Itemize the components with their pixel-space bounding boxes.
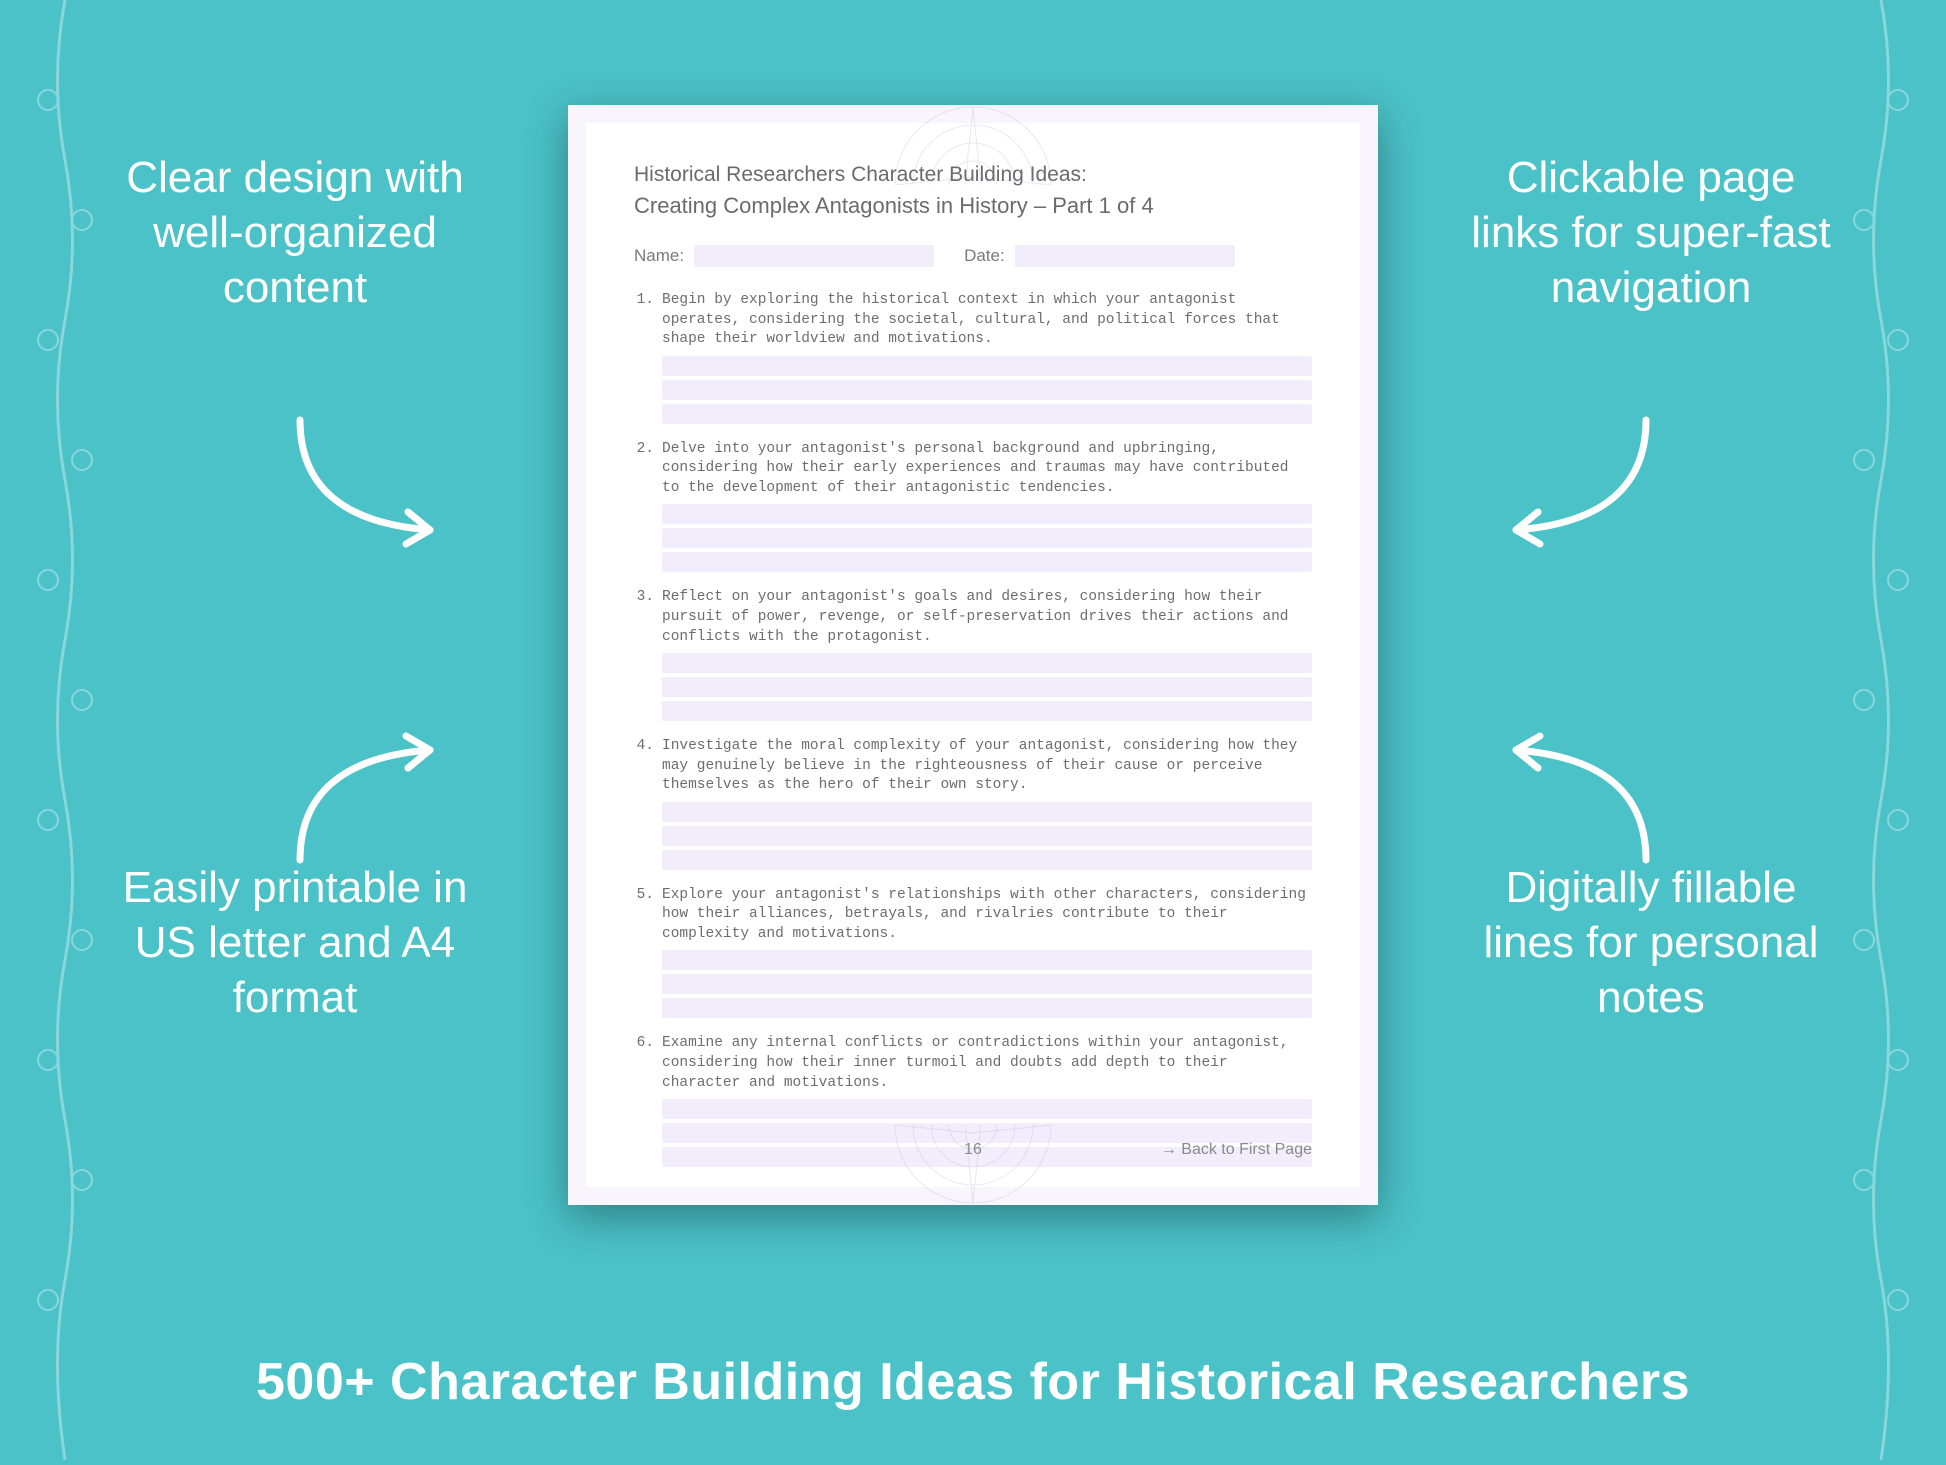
fill-line[interactable] (662, 998, 1312, 1018)
arrow-top-left (280, 410, 460, 550)
worksheet-item: 1.Begin by exploring the historical cont… (634, 291, 1312, 424)
document-subtitle: Creating Complex Antagonists in History … (634, 193, 1312, 219)
fill-line[interactable] (662, 552, 1312, 572)
fill-line[interactable] (662, 653, 1312, 673)
fill-line[interactable] (662, 677, 1312, 697)
fill-line[interactable] (662, 504, 1312, 524)
item-text: Investigate the moral complexity of your… (662, 737, 1312, 796)
document-title: Historical Researchers Character Buildin… (634, 163, 1312, 187)
item-number: 6. (634, 1034, 654, 1093)
fill-line[interactable] (662, 826, 1312, 846)
arrow-top-right (1486, 410, 1666, 550)
arrow-bottom-left (280, 730, 460, 870)
fill-line[interactable] (662, 802, 1312, 822)
item-number: 2. (634, 440, 654, 499)
name-field: Name: (634, 245, 934, 267)
fill-line[interactable] (662, 950, 1312, 970)
worksheet-page: Historical Researchers Character Buildin… (568, 105, 1378, 1205)
fill-lines (662, 356, 1312, 424)
callout-top-left: Clear design with well-organized content (115, 150, 475, 315)
fill-lines (662, 802, 1312, 870)
worksheet-item: 2.Delve into your antagonist's personal … (634, 440, 1312, 573)
back-to-first-link[interactable]: → Back to First Page (1161, 1141, 1312, 1159)
page-footer: 16 → Back to First Page (634, 1141, 1312, 1159)
worksheet-item: 3.Reflect on your antagonist's goals and… (634, 588, 1312, 721)
item-text: Explore your antagonist's relationships … (662, 886, 1312, 945)
callout-bottom-left: Easily printable in US letter and A4 for… (115, 860, 475, 1025)
item-text: Examine any internal conflicts or contra… (662, 1034, 1312, 1093)
decorative-vine-right (1836, 0, 1926, 1460)
fill-line[interactable] (662, 974, 1312, 994)
fill-lines (662, 653, 1312, 721)
meta-row: Name: Date: (634, 245, 1312, 267)
item-number: 4. (634, 737, 654, 796)
worksheet-item: 4.Investigate the moral complexity of yo… (634, 737, 1312, 870)
fill-line[interactable] (662, 528, 1312, 548)
date-input[interactable] (1015, 245, 1235, 267)
name-input[interactable] (694, 245, 934, 267)
fill-lines (662, 504, 1312, 572)
fill-line[interactable] (662, 380, 1312, 400)
page-number: 16 (964, 1141, 982, 1159)
name-label: Name: (634, 246, 684, 266)
decorative-vine-left (20, 0, 110, 1460)
fill-line[interactable] (662, 701, 1312, 721)
date-field: Date: (964, 245, 1235, 267)
item-number: 3. (634, 588, 654, 647)
items-list: 1.Begin by exploring the historical cont… (634, 291, 1312, 1167)
page-inner: Historical Researchers Character Buildin… (586, 123, 1360, 1187)
item-text: Reflect on your antagonist's goals and d… (662, 588, 1312, 647)
callout-bottom-right: Digitally fillable lines for personal no… (1471, 860, 1831, 1025)
callout-top-right: Clickable page links for super-fast navi… (1471, 150, 1831, 315)
fill-line[interactable] (662, 1099, 1312, 1119)
item-number: 1. (634, 291, 654, 350)
bottom-banner: 500+ Character Building Ideas for Histor… (0, 1352, 1946, 1412)
fill-lines (662, 950, 1312, 1018)
worksheet-item: 5.Explore your antagonist's relationship… (634, 886, 1312, 1019)
item-text: Begin by exploring the historical contex… (662, 291, 1312, 350)
fill-line[interactable] (662, 356, 1312, 376)
item-text: Delve into your antagonist's personal ba… (662, 440, 1312, 499)
arrow-bottom-right (1486, 730, 1666, 870)
date-label: Date: (964, 246, 1005, 266)
item-number: 5. (634, 886, 654, 945)
fill-line[interactable] (662, 404, 1312, 424)
fill-line[interactable] (662, 850, 1312, 870)
